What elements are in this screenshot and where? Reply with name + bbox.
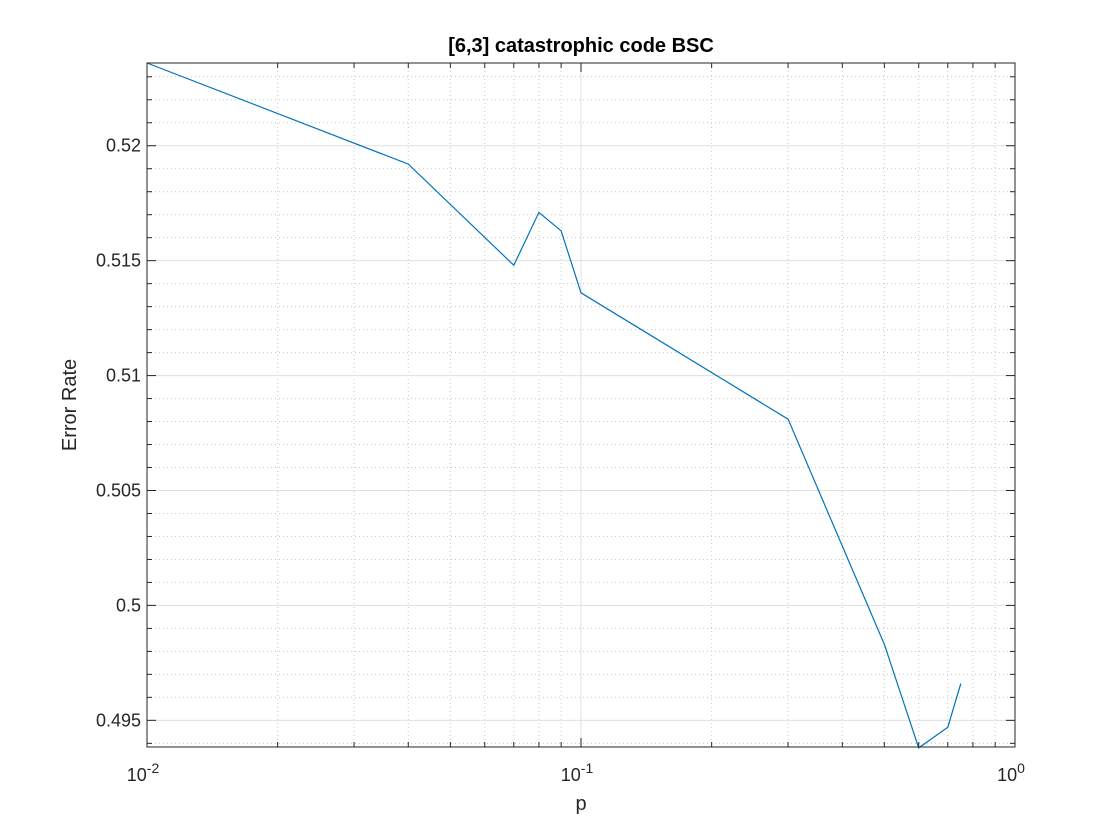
x-tick-label: 10-2 — [127, 760, 160, 785]
x-tick-labels: 10-2 10-1 100 — [127, 760, 1025, 785]
y-tick-label: 0.51 — [106, 366, 141, 386]
x-axis-label: p — [575, 793, 586, 815]
x-tick-label: 10-1 — [561, 760, 594, 785]
y-tick-labels: 0.495 0.5 0.505 0.51 0.515 0.52 — [96, 136, 141, 731]
minor-grid — [147, 63, 1015, 747]
series-line — [146, 62, 962, 749]
tick-marks — [146, 63, 1016, 747]
chart-title: [6,3] catastrophic code BSC — [448, 35, 714, 57]
series-layer — [146, 62, 962, 749]
x-tick-label: 100 — [997, 760, 1025, 785]
y-axis-label: Error Rate — [59, 359, 81, 451]
y-tick-label: 0.495 — [96, 710, 141, 730]
plot-area — [146, 62, 1016, 749]
y-tick-label: 0.5 — [116, 595, 141, 615]
y-tick-label: 0.505 — [96, 481, 141, 501]
y-tick-label: 0.52 — [106, 136, 141, 156]
y-tick-label: 0.515 — [96, 251, 141, 271]
